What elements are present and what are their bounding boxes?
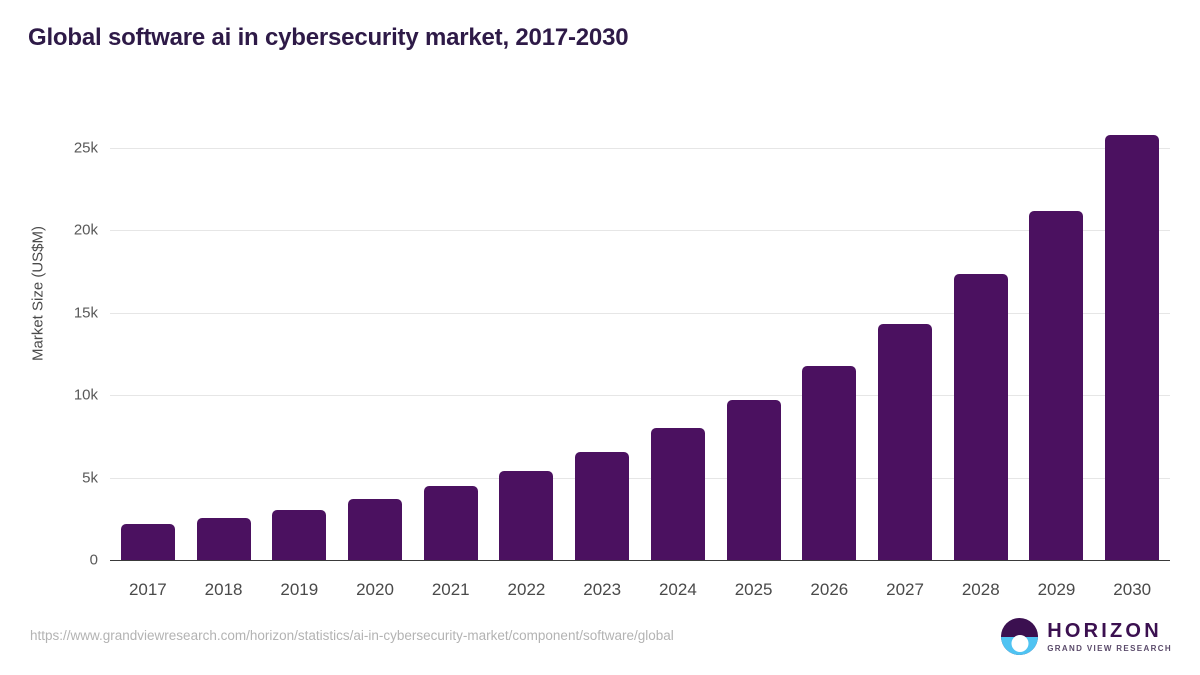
y-axis-title: Market Size (US$M) [29, 225, 47, 362]
x-axis-tick-label: 2026 [810, 580, 849, 599]
y-axis-tick-label: 25k [73, 139, 98, 157]
gridline [110, 477, 1170, 479]
x-axis-tick-label: 2022 [507, 580, 546, 599]
bar[interactable] [726, 400, 781, 560]
bar-slot: 2023 [564, 110, 640, 599]
logo-wordmark: HORIZON GRAND VIEW RESEARCH [1047, 621, 1172, 653]
x-axis-tick-label: 2029 [1037, 580, 1076, 599]
x-axis-tick-label: 2028 [961, 580, 1000, 599]
logo-name: HORIZON [1047, 619, 1162, 642]
source-url[interactable]: https://www.grandviewresearch.com/horizo… [30, 628, 674, 643]
y-axis-tick-label: 0 [89, 551, 98, 569]
bar[interactable] [878, 324, 933, 560]
x-axis-tick-label: 2021 [431, 580, 470, 599]
bar-slot: 2020 [337, 110, 413, 599]
page-title: Global software ai in cybersecurity mark… [28, 24, 629, 51]
bar[interactable] [423, 485, 478, 560]
bar-slot: 2026 [791, 110, 867, 599]
bar[interactable] [499, 470, 554, 560]
x-axis-tick-label: 2017 [128, 580, 167, 599]
logo-sun-shape [1011, 634, 1029, 652]
y-axis-tick-label: 5k [82, 469, 98, 487]
bar[interactable] [1105, 134, 1160, 560]
x-axis-tick-label: 2019 [280, 580, 319, 599]
bar-slot: 2021 [413, 110, 489, 599]
x-axis-tick-label: 2025 [734, 580, 773, 599]
horizon-logo: HORIZON GRAND VIEW RESEARCH [1001, 618, 1172, 655]
bar-slot: 2029 [1019, 110, 1095, 599]
logo-ray-3 [1016, 647, 1023, 650]
plot-area: 0 5k 10k 15k 20k 25k 2017 2018 2019 2020 2021 2022 2… [74, 110, 1170, 599]
x-axis-tick-label: 2020 [356, 580, 394, 599]
bar-slot: 2019 [261, 110, 337, 599]
bar[interactable] [120, 524, 175, 560]
bar[interactable] [348, 498, 403, 560]
bar-slot: 2027 [867, 110, 943, 599]
gridline [110, 395, 1170, 397]
bar-slot: 2028 [943, 110, 1019, 599]
gridline [110, 230, 1170, 232]
x-axis-line [110, 559, 1170, 561]
y-axis-tick-label: 10k [73, 386, 98, 404]
y-axis-tick-label: 15k [73, 304, 98, 322]
logo-subtitle: GRAND VIEW RESEARCH [1047, 643, 1172, 653]
gridline [110, 147, 1170, 149]
bar[interactable] [953, 274, 1008, 560]
bar[interactable] [272, 510, 327, 560]
y-axis-tick-label: 20k [73, 221, 98, 239]
x-axis-tick-label: 2024 [658, 580, 697, 599]
bar[interactable] [802, 366, 857, 560]
bar-slot: 2018 [186, 110, 262, 599]
x-axis-tick-label: 2030 [1113, 580, 1152, 599]
logo-ray-1 [1011, 640, 1028, 643]
bar[interactable] [196, 518, 251, 560]
bar-slot: 2017 [110, 110, 186, 599]
bar[interactable] [575, 451, 630, 560]
logo-ray-2 [1014, 644, 1026, 647]
bar[interactable] [650, 428, 705, 560]
bar-series: 2017 2018 2019 2020 2021 2022 2023 2024 2025 2026… [110, 110, 1170, 599]
gridline [110, 312, 1170, 314]
bar-slot: 2022 [489, 110, 565, 599]
bar[interactable] [1029, 210, 1084, 560]
x-axis-tick-label: 2018 [204, 580, 243, 599]
horizon-sunrise-icon [1001, 618, 1039, 655]
x-axis-tick-label: 2023 [583, 580, 622, 599]
bar-slot: 2030 [1094, 110, 1170, 599]
x-axis-tick-label: 2027 [886, 580, 924, 599]
bar-slot: 2025 [716, 110, 792, 599]
bar-slot: 2024 [640, 110, 716, 599]
